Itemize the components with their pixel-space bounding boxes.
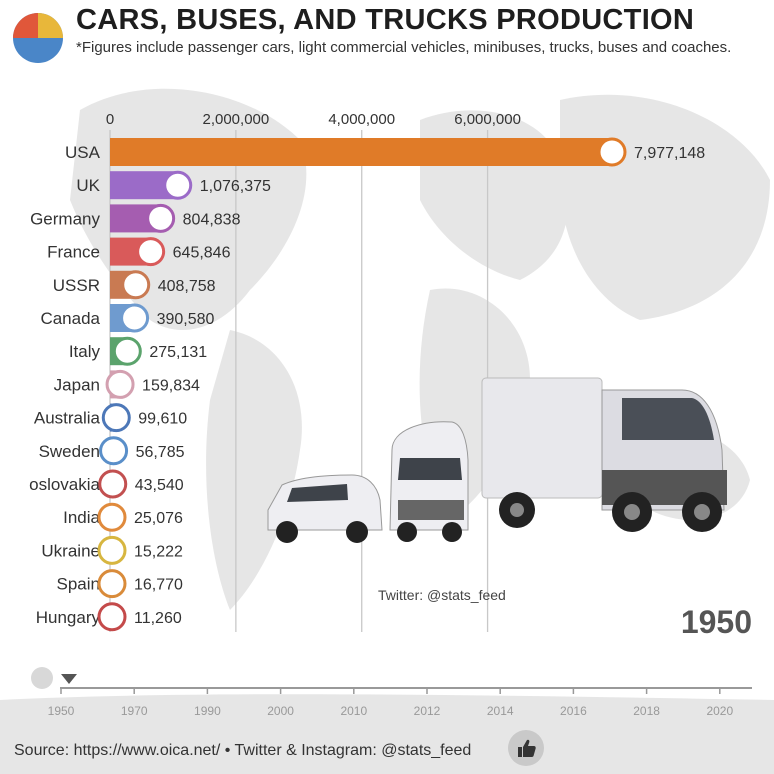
italy-flag-icon	[112, 336, 142, 366]
category-label: France	[47, 243, 100, 262]
value-label: 15,222	[134, 543, 183, 560]
value-label: 408,758	[158, 278, 216, 295]
category-label: Australia	[34, 409, 101, 428]
x-tick-label: 4,000,000	[328, 111, 395, 128]
current-year-label: 1950	[680, 604, 752, 640]
category-label: Ukraine	[41, 541, 100, 560]
pause-icon[interactable]	[31, 667, 53, 689]
timeline-year-label: 2016	[560, 704, 587, 718]
value-label: 11,260	[134, 610, 182, 627]
value-label: 275,131	[149, 344, 207, 361]
timeline-year-label: 2020	[706, 704, 733, 718]
canada-flag-icon	[120, 303, 150, 333]
value-label: 159,834	[142, 377, 200, 394]
x-tick-label: 2,000,000	[202, 111, 269, 128]
timeline-year-label: 2012	[414, 704, 441, 718]
japan-flag-icon	[105, 369, 135, 399]
category-label: Italy	[69, 342, 101, 361]
value-label: 645,846	[173, 245, 231, 262]
value-label: 16,770	[134, 577, 183, 594]
category-label: oslovakia	[29, 475, 100, 494]
timeline-year-label: 2010	[340, 704, 367, 718]
bar	[110, 138, 612, 166]
category-label: USSR	[53, 276, 100, 295]
timeline-year-label: 1970	[121, 704, 148, 718]
timeline-year-label: 2014	[487, 704, 514, 718]
uk-flag-icon	[163, 170, 193, 200]
germany-flag-icon	[146, 203, 176, 233]
x-tick-label: 6,000,000	[454, 111, 521, 128]
value-label: 99,610	[138, 411, 187, 428]
timeline-year-label: 1950	[48, 704, 75, 718]
australia-flag-icon	[101, 403, 131, 433]
value-label: 56,785	[136, 444, 185, 461]
timeline-year-label: 1990	[194, 704, 221, 718]
pie-logo-icon	[13, 13, 63, 63]
vehicles-illustration	[267, 377, 727, 543]
category-label: Japan	[54, 375, 100, 394]
chart-subtitle: *Figures include passenger cars, light c…	[76, 39, 732, 56]
timeline-year-label: 2018	[633, 704, 660, 718]
triangle-down-icon[interactable]	[61, 674, 77, 684]
hungary-flag-icon	[97, 602, 127, 632]
usa-flag-icon	[597, 137, 627, 167]
category-label: Sweden	[39, 442, 100, 461]
france-flag-icon	[136, 237, 166, 267]
ukraine-flag-icon	[97, 535, 127, 565]
india-flag-icon	[97, 502, 127, 532]
czechoslovakia-flag-icon	[98, 469, 128, 499]
thumbs-up-icon	[508, 730, 544, 766]
spain-flag-icon	[97, 569, 127, 599]
category-label: Canada	[40, 309, 100, 328]
value-label: 43,540	[135, 477, 184, 494]
category-label: USA	[65, 143, 101, 162]
chart-title: CARS, BUSES, AND TRUCKS PRODUCTION	[76, 4, 695, 36]
value-label: 804,838	[183, 211, 241, 228]
year-timeline[interactable]: 1950 1970 1990 2000 2010 2012 2014 2016 2018 2020	[0, 660, 774, 730]
sweden-flag-icon	[99, 436, 129, 466]
category-label: Germany	[30, 209, 100, 228]
value-label: 7,977,148	[634, 145, 705, 162]
x-tick-label: 0	[106, 111, 114, 128]
category-label: Spain	[57, 575, 100, 594]
value-label: 390,580	[157, 311, 215, 328]
ussr-flag-icon	[121, 270, 151, 300]
source-footer: Source: https://www.oica.net/ • Twitter …	[14, 742, 472, 759]
category-label: India	[63, 508, 100, 527]
bar-chart: 0 2,000,000 4,000,000 6,000,000 USA 7,977,148…	[29, 111, 705, 632]
twitter-credit: Twitter: @stats_feed	[378, 587, 506, 603]
timeline-year-label: 2000	[267, 704, 294, 718]
value-label: 25,076	[134, 510, 183, 527]
category-label: UK	[76, 176, 100, 195]
category-label: Hungary	[36, 608, 101, 627]
value-label: 1,076,375	[200, 178, 271, 195]
